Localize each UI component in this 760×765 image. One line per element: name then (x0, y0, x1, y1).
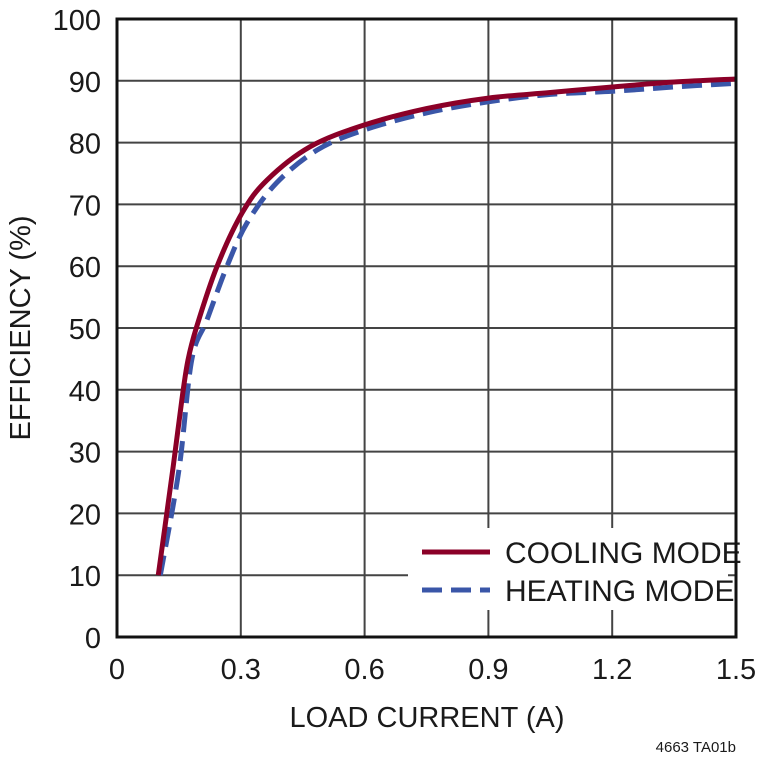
axes: 0 10 20 30 40 50 60 70 80 90 100 0 0.3 0.6 0.9 1.2 1.5 (53, 5, 757, 686)
x-tick-label: 1.2 (592, 654, 632, 686)
x-tick-label: 0.3 (221, 654, 261, 686)
legend-background (408, 528, 728, 610)
legend: COOLING MODE HEATING MODE (408, 528, 742, 610)
legend-label-cooling: COOLING MODE (505, 537, 742, 570)
y-tick-label: 90 (69, 67, 101, 99)
x-tick-label: 0 (109, 654, 125, 686)
y-tick-label: 70 (69, 190, 101, 222)
y-tick-label: 100 (53, 5, 101, 37)
y-tick-label: 40 (69, 376, 101, 408)
series-line-cooling (155, 76, 737, 576)
x-tick-label: 0.9 (468, 654, 508, 686)
y-tick-label: 20 (69, 499, 101, 531)
y-axis-label: EFFICIENCY (%) (5, 215, 37, 440)
series-group (155, 76, 737, 576)
figure-id: 4663 TA01b (656, 739, 736, 756)
x-tick-label: 0.6 (344, 654, 384, 686)
y-tick-label: 60 (69, 252, 101, 284)
y-tick-label: 50 (69, 314, 101, 346)
y-tick-label: 30 (69, 438, 101, 470)
y-tick-label: 0 (85, 623, 101, 655)
x-tick-label: 1.5 (716, 654, 756, 686)
x-axis-label: LOAD CURRENT (A) (290, 702, 565, 734)
y-tick-label: 10 (69, 561, 101, 593)
plot-frame (115, 17, 738, 639)
series-line-heating (157, 80, 737, 576)
legend-label-heating: HEATING MODE (505, 575, 734, 608)
y-tick-label: 80 (69, 129, 101, 161)
